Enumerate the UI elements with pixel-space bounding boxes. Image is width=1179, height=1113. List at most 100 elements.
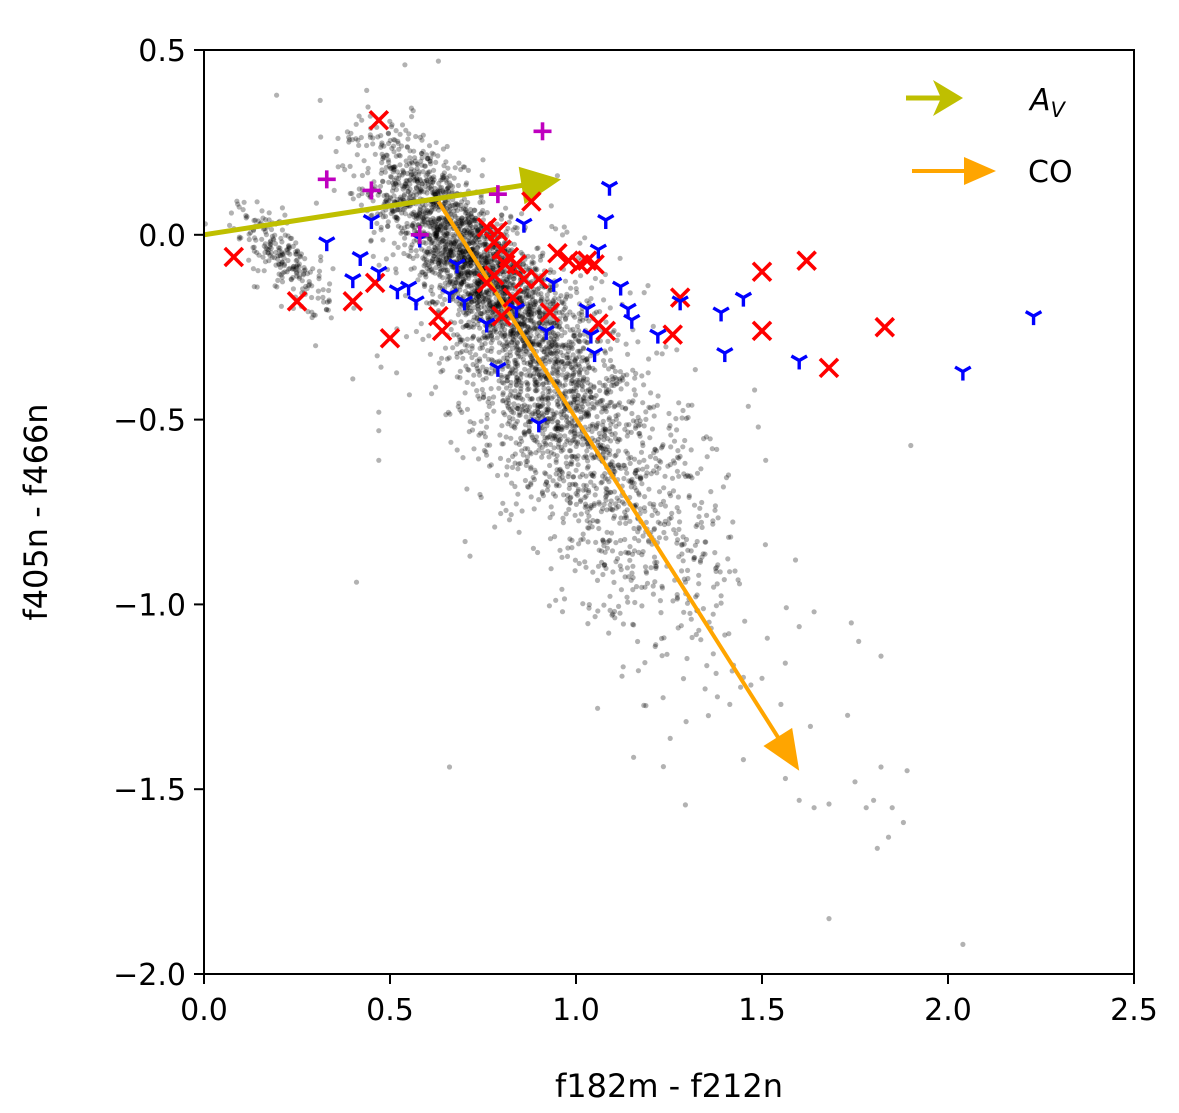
background-point bbox=[395, 206, 401, 212]
background-point bbox=[550, 371, 556, 377]
background-point bbox=[614, 381, 620, 387]
background-point bbox=[431, 227, 437, 233]
background-point bbox=[533, 450, 539, 456]
background-point bbox=[449, 248, 455, 254]
background-point bbox=[302, 256, 308, 262]
background-point bbox=[273, 262, 279, 268]
background-point bbox=[549, 334, 555, 340]
background-point bbox=[589, 423, 596, 429]
background-point bbox=[262, 259, 269, 265]
background-point bbox=[614, 556, 621, 562]
background-point bbox=[682, 802, 689, 808]
background-point bbox=[441, 259, 447, 265]
background-point bbox=[474, 280, 480, 286]
background-point bbox=[434, 231, 440, 237]
background-point bbox=[668, 444, 674, 450]
background-point bbox=[449, 241, 455, 247]
background-point bbox=[471, 321, 477, 327]
background-point bbox=[535, 402, 541, 409]
background-point bbox=[687, 610, 693, 617]
background-point bbox=[288, 276, 294, 282]
background-point bbox=[435, 234, 441, 240]
background-point bbox=[394, 217, 400, 223]
background-point bbox=[603, 390, 609, 396]
background-point bbox=[639, 481, 645, 487]
background-point bbox=[575, 393, 581, 399]
background-point bbox=[460, 249, 466, 255]
background-point bbox=[525, 324, 531, 330]
background-point bbox=[506, 418, 512, 424]
background-point bbox=[420, 148, 426, 154]
background-point bbox=[647, 501, 653, 507]
background-point bbox=[536, 339, 542, 345]
background-point bbox=[453, 219, 459, 225]
background-point bbox=[639, 373, 645, 379]
background-point bbox=[353, 121, 359, 127]
background-point bbox=[515, 395, 521, 401]
background-point bbox=[661, 635, 667, 641]
background-point bbox=[702, 551, 708, 557]
background-point bbox=[482, 241, 488, 247]
background-point bbox=[573, 467, 579, 473]
background-point bbox=[523, 293, 530, 299]
background-point bbox=[522, 343, 528, 349]
background-point bbox=[559, 326, 565, 332]
background-point bbox=[290, 264, 296, 270]
background-point bbox=[304, 285, 310, 291]
background-point bbox=[471, 282, 477, 288]
background-point bbox=[436, 260, 442, 267]
background-point bbox=[563, 511, 569, 517]
background-point bbox=[437, 269, 443, 275]
background-point bbox=[618, 587, 625, 593]
background-point bbox=[489, 291, 495, 297]
background-point bbox=[612, 468, 618, 475]
background-point bbox=[477, 199, 483, 205]
background-point bbox=[500, 323, 506, 329]
background-point bbox=[289, 235, 295, 241]
background-point bbox=[497, 455, 504, 461]
background-point bbox=[651, 554, 658, 560]
background-point bbox=[614, 495, 620, 501]
background-point bbox=[428, 240, 434, 246]
background-point bbox=[444, 233, 450, 239]
background-point bbox=[403, 178, 409, 184]
background-point bbox=[266, 217, 272, 223]
background-point bbox=[484, 412, 490, 418]
background-point bbox=[508, 213, 514, 219]
background-point bbox=[502, 332, 508, 338]
background-point bbox=[471, 232, 477, 238]
background-point bbox=[521, 316, 527, 322]
background-point bbox=[712, 507, 718, 513]
background-point bbox=[683, 536, 690, 543]
background-point bbox=[645, 283, 651, 289]
background-point bbox=[643, 409, 649, 415]
background-point bbox=[512, 483, 518, 490]
background-point bbox=[426, 236, 432, 242]
background-point bbox=[483, 369, 489, 375]
background-point bbox=[331, 187, 337, 193]
background-point bbox=[443, 246, 449, 252]
background-point bbox=[481, 333, 487, 339]
background-point bbox=[688, 447, 694, 453]
background-point bbox=[492, 327, 498, 333]
background-point bbox=[475, 244, 481, 250]
background-point bbox=[586, 365, 592, 371]
background-point bbox=[415, 180, 421, 186]
background-point bbox=[494, 301, 500, 307]
background-point bbox=[282, 212, 288, 218]
background-point bbox=[606, 630, 612, 636]
background-point bbox=[796, 797, 802, 803]
background-point bbox=[564, 438, 570, 444]
background-point bbox=[399, 196, 405, 202]
background-point bbox=[473, 352, 479, 358]
background-point bbox=[528, 494, 534, 500]
background-point bbox=[467, 221, 473, 227]
background-point bbox=[474, 278, 480, 284]
background-point bbox=[528, 466, 534, 472]
background-point bbox=[845, 712, 851, 718]
background-point bbox=[636, 538, 642, 544]
background-point bbox=[429, 266, 435, 272]
background-point bbox=[376, 262, 382, 268]
background-point bbox=[458, 279, 464, 285]
background-point bbox=[573, 501, 580, 507]
